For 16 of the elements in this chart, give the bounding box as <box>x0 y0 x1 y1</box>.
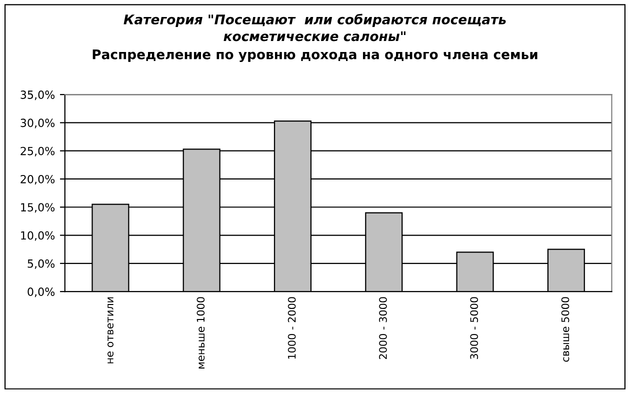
y-tick-label: 5,0% <box>28 259 55 269</box>
x-tick-label: 2000 - 3000 <box>379 297 387 360</box>
y-tick-label: 20,0% <box>20 174 55 184</box>
y-tick-label: 30,0% <box>20 118 55 128</box>
y-tick-label: 35,0% <box>20 90 55 100</box>
x-tick-label: не ответили <box>108 297 114 364</box>
y-tick-label: 10,0% <box>21 231 55 241</box>
y-tick-label: 15,0% <box>21 203 55 213</box>
x-tick-label: свыше 5000 <box>561 297 570 362</box>
y-tick-label: 25,0% <box>20 146 55 156</box>
chart-title: Категория "Посещают или собираются посещать косметические салоны" <box>124 14 506 42</box>
chart-subtitle: Распределение по уровню дохода на одного члена семьи <box>92 50 538 62</box>
x-tick-label: 3000 - 5000 <box>470 297 478 360</box>
x-tick-label: меньше 1000 <box>196 297 205 368</box>
y-tick-label: 0,0% <box>28 288 55 298</box>
x-tick-label: 1000 - 2000 <box>288 297 296 359</box>
